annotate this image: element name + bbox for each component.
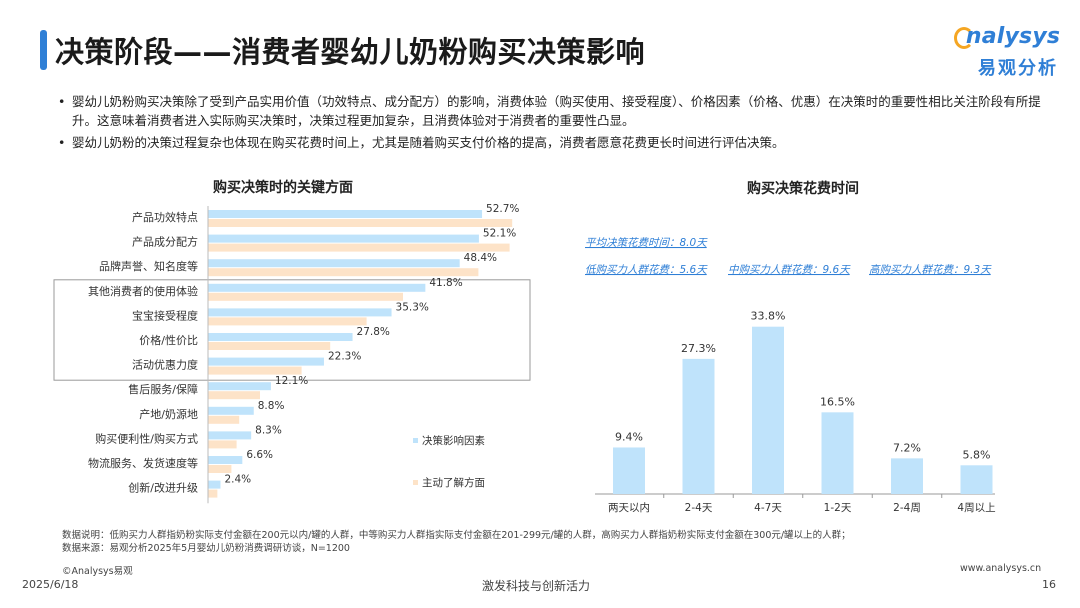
- category-label: 产品成分配方: [132, 235, 198, 249]
- value-label: 27.8%: [357, 326, 390, 338]
- bar-time: [891, 458, 923, 494]
- bar-active-learning: [208, 268, 479, 277]
- bullet-list: 婴幼儿奶粉购买决策除了受到产品实用价值（功效特点、成分配方）的影响，消费体验（购…: [58, 92, 1048, 155]
- value-label: 9.4%: [615, 430, 643, 443]
- bar-active-learning: [208, 243, 510, 252]
- category-label: 创新/改进升级: [128, 481, 198, 495]
- footer-copyright: ©Analysys易观: [62, 566, 133, 577]
- logo-arc-icon: [954, 27, 974, 49]
- value-label: 7.2%: [893, 441, 921, 454]
- bullet-item: 婴幼儿奶粉的决策过程复杂也体现在购买花费时间上，尤其是随着购买支付价格的提高，消…: [58, 133, 1048, 152]
- bar-decision-factor: [208, 234, 479, 243]
- bar-decision-factor: [208, 406, 254, 415]
- bar-active-learning: [208, 465, 232, 473]
- bar-decision-factor: [208, 210, 483, 218]
- value-label: 27.3%: [681, 342, 716, 355]
- annotation-average: 平均决策花费时间：8.0天: [585, 237, 708, 249]
- bar-time: [752, 326, 784, 494]
- bar-active-learning: [208, 366, 302, 375]
- category-label: 4-7天: [754, 502, 782, 514]
- bullet-item: 婴幼儿奶粉购买决策除了受到产品实用价值（功效特点、成分配方）的影响，消费体验（购…: [58, 92, 1048, 130]
- footer-date: 2025/6/18: [22, 578, 79, 591]
- bar-active-learning: [208, 440, 237, 449]
- bar-active-learning: [208, 489, 218, 498]
- bar-decision-factor: [208, 259, 460, 268]
- value-label: 6.6%: [246, 449, 273, 461]
- bar-decision-factor: [208, 456, 243, 464]
- bar-time: [682, 358, 715, 494]
- highlight-box: [53, 279, 531, 381]
- category-label: 物流服务、发货速度等: [88, 456, 198, 470]
- category-label: 1-2天: [824, 502, 852, 514]
- bar-active-learning: [208, 292, 403, 301]
- category-label: 宝宝接受程度: [132, 308, 198, 322]
- logo-word: nalysys: [965, 24, 1061, 49]
- title-accent-bar: [40, 30, 47, 70]
- value-label: 5.8%: [963, 448, 991, 461]
- analysys-logo: nalysys 易观分析: [954, 24, 1066, 79]
- category-label: 2-4天: [685, 502, 713, 514]
- bar-decision-factor: [208, 283, 426, 292]
- bar-decision-factor: [208, 333, 353, 341]
- value-label: 16.5%: [820, 395, 855, 408]
- bar-active-learning: [208, 415, 240, 424]
- bar-active-learning: [208, 342, 331, 350]
- category-label: 其他消费者的使用体验: [88, 284, 198, 298]
- value-label: 35.3%: [396, 301, 429, 313]
- data-source-note: 数据来源：易观分析2025年5月婴幼儿奶粉消费调研访谈，N=1200: [62, 543, 350, 554]
- value-label: 22.3%: [328, 351, 361, 363]
- bar-active-learning: [208, 317, 367, 326]
- bar-time: [613, 447, 645, 494]
- annotation-mid: 中购买力人群花费：9.6天: [728, 264, 851, 276]
- footer-website: www.analysys.cn: [960, 563, 1042, 574]
- category-label: 购买便利性/购买方式: [95, 431, 198, 445]
- page-title: 决策阶段——消费者婴幼儿奶粉购买决策影响: [55, 35, 646, 69]
- value-label: 2.4%: [224, 474, 251, 486]
- data-explanation-note: 数据说明：低购买力人群指奶粉实际支付金额在200元以内/罐的人群，中等购买力人群…: [62, 530, 851, 541]
- legend-label-active: 主动了解方面: [422, 476, 485, 489]
- category-label: 价格/性价比: [139, 333, 198, 347]
- bar-active-learning: [208, 391, 260, 400]
- value-label: 8.3%: [255, 424, 282, 436]
- value-label: 8.8%: [258, 400, 285, 412]
- value-label: 41.8%: [429, 277, 462, 289]
- bar-time: [821, 412, 854, 494]
- logo-chinese: 易观分析: [978, 58, 1058, 79]
- value-label: 52.1%: [483, 228, 516, 240]
- value-label: 48.4%: [464, 252, 497, 264]
- category-label: 售后服务/保障: [128, 382, 198, 396]
- legend-swatch-active: [413, 480, 418, 485]
- category-label: 两天以内: [608, 501, 650, 514]
- annotation-high: 高购买力人群花费：9.3天: [869, 264, 992, 276]
- bar-decision-factor: [208, 308, 392, 317]
- bar-decision-factor: [208, 480, 221, 489]
- footer-slogan: 激发科技与创新活力: [482, 579, 591, 593]
- legend-swatch-decision: [413, 438, 418, 443]
- category-label: 品牌声誉、知名度等: [99, 259, 198, 273]
- annotation-low: 低购买力人群花费：5.6天: [585, 264, 708, 276]
- bar-decision-factor: [208, 382, 271, 391]
- bar-time: [960, 465, 993, 494]
- bar-decision-factor: [208, 431, 252, 440]
- value-label: 12.1%: [275, 375, 308, 387]
- footer-page-number: 16: [1042, 578, 1056, 591]
- category-label: 2-4周: [893, 502, 921, 514]
- category-label: 4周以上: [957, 502, 995, 514]
- category-label: 产地/奶源地: [139, 407, 198, 421]
- bar-active-learning: [208, 219, 513, 227]
- chart-title: 购买决策花费时间: [747, 180, 859, 197]
- category-label: 活动优惠力度: [132, 358, 198, 372]
- value-label: 33.8%: [751, 310, 786, 323]
- value-label: 52.7%: [486, 203, 519, 215]
- legend-label-decision: 决策影响因素: [422, 434, 485, 447]
- bar-decision-factor: [208, 357, 324, 366]
- category-label: 产品功效特点: [132, 210, 198, 224]
- chart-title: 购买决策时的关键方面: [213, 179, 353, 196]
